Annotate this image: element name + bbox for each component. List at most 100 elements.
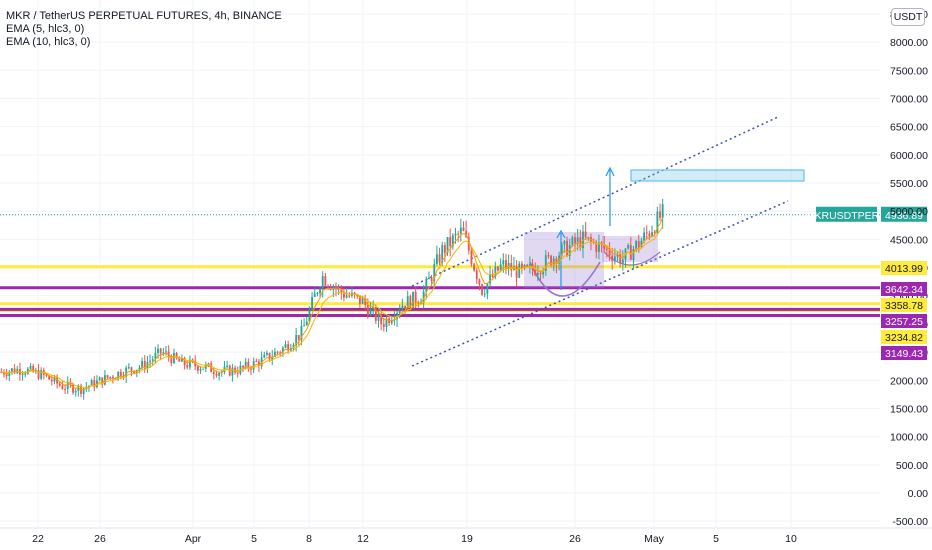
candle-body xyxy=(643,232,646,241)
candle-body xyxy=(566,240,568,257)
candle-body xyxy=(603,243,606,249)
candle-body xyxy=(465,230,468,237)
candle-body xyxy=(613,256,616,261)
candle-body xyxy=(422,291,425,303)
candle-body xyxy=(212,372,215,374)
candle-body xyxy=(8,371,11,376)
candle-body xyxy=(125,367,128,378)
candle-body xyxy=(515,266,518,278)
x-tick-label: Apr xyxy=(185,533,202,545)
candle-body xyxy=(457,233,460,235)
target-arrowhead xyxy=(605,166,615,177)
candle-body xyxy=(199,368,202,371)
candle-body xyxy=(244,361,247,368)
y-tick-label: 7000.00 xyxy=(890,93,928,105)
candle-body xyxy=(279,352,282,354)
candle-body xyxy=(542,270,545,275)
y-tick-label: 7500.00 xyxy=(890,65,928,77)
candle-body xyxy=(300,325,303,340)
x-tick-label: 26 xyxy=(569,533,581,545)
candle-body xyxy=(414,291,417,303)
candle-body xyxy=(536,273,539,275)
candle-body xyxy=(576,237,579,244)
candle-body xyxy=(627,245,630,249)
candle-body xyxy=(409,296,412,309)
candle-body xyxy=(122,376,125,378)
candle-body xyxy=(297,334,300,340)
candle-body xyxy=(69,381,72,385)
candle-body xyxy=(215,373,218,376)
candle-body xyxy=(443,245,446,253)
candle-body xyxy=(539,273,542,275)
candle-body xyxy=(335,287,337,289)
candle-body xyxy=(311,296,314,310)
candle-body xyxy=(497,266,499,271)
y-tick-label: 6000.00 xyxy=(890,150,928,162)
candle-body xyxy=(186,365,189,368)
candle-body xyxy=(165,351,167,353)
candle-body xyxy=(138,367,141,370)
candle-body xyxy=(574,237,576,244)
x-tick-label: 26 xyxy=(94,533,106,545)
symbol-tag xyxy=(816,206,877,222)
candle-body xyxy=(231,367,234,376)
candle-body xyxy=(587,237,590,239)
candle-body xyxy=(451,235,454,247)
x-tick-label: 5 xyxy=(251,533,257,545)
candle-body xyxy=(50,379,53,382)
candle-body xyxy=(111,376,114,379)
y-tick-label: 6500.00 xyxy=(890,122,928,134)
candle-body xyxy=(412,291,414,309)
candle-body xyxy=(127,367,130,369)
candle-body xyxy=(109,376,112,378)
x-tick-label: 12 xyxy=(357,533,369,545)
candle-body xyxy=(90,380,93,386)
candle-body xyxy=(287,344,290,351)
candle-body xyxy=(151,359,154,361)
candle-body xyxy=(640,240,643,248)
candle-body xyxy=(284,344,287,348)
candle-body xyxy=(313,293,316,297)
ema-slow-label[interactable]: EMA (10, hlc3, 0) xyxy=(6,36,91,48)
ema-fast-label[interactable]: EMA (5, hlc3, 0) xyxy=(6,23,85,35)
candle-body xyxy=(425,279,428,292)
candle-body xyxy=(207,363,210,365)
candle-body xyxy=(478,279,481,285)
candle-body xyxy=(358,295,361,304)
y-tick-label: 4500.00 xyxy=(890,234,928,246)
candle-body xyxy=(435,254,438,265)
x-tick-label: 19 xyxy=(461,533,473,545)
candle-body xyxy=(656,211,659,234)
candle-body xyxy=(48,375,51,380)
candle-body xyxy=(82,388,85,394)
symbol-title[interactable]: MKR / TetherUS PERPETUAL FUTURES, 4h, BI… xyxy=(6,10,282,22)
candle-body xyxy=(58,383,61,386)
candle-body xyxy=(380,313,383,325)
candle-body xyxy=(183,357,186,366)
y-tick-label: 5500.00 xyxy=(890,178,928,190)
candle-body xyxy=(505,260,507,269)
time-axis[interactable]: 22 26 Apr 5 8 12 19 26 May 5 10 xyxy=(0,527,932,545)
candle-body xyxy=(24,373,27,375)
candle-body xyxy=(141,360,144,368)
candle-body xyxy=(449,237,452,247)
candle-body xyxy=(568,245,571,257)
candle-body xyxy=(218,372,221,376)
candle-body xyxy=(40,370,43,379)
candle-body xyxy=(226,365,229,367)
level-label: 3358.78 xyxy=(885,300,923,312)
candle-body xyxy=(390,320,393,324)
candle-body xyxy=(629,245,632,260)
candle-body xyxy=(648,233,651,236)
candle-body xyxy=(571,237,574,246)
level-tag-yellow xyxy=(881,261,927,275)
candle-body xyxy=(632,248,635,260)
level-tag-yellow xyxy=(881,330,927,344)
price-axis[interactable]: 8500.008000.007500.007000.006500.006000.… xyxy=(881,9,928,528)
candle-body xyxy=(523,265,526,269)
candle-body xyxy=(401,305,404,311)
currency-button[interactable]: USDT xyxy=(891,8,925,26)
chart-legend: MKR / TetherUS PERPETUAL FUTURES, 4h, BI… xyxy=(6,10,282,49)
level-tag-purple xyxy=(881,314,927,328)
